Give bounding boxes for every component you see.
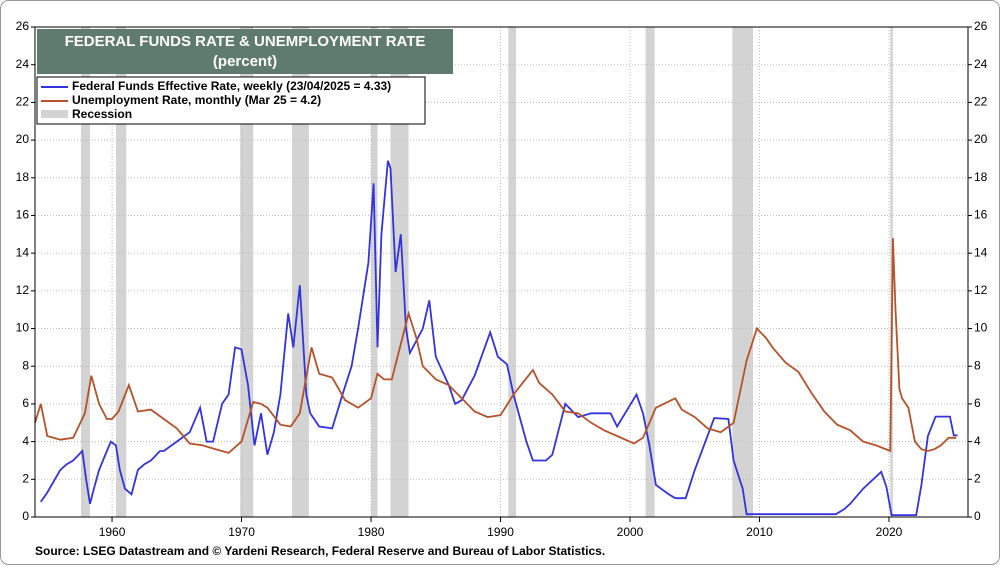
title-box [37,29,453,74]
y-tick-label: 20 [16,132,30,146]
x-tick-label: 1970 [228,525,255,539]
y2-tick-label: 18 [974,170,988,184]
legend-label: Recession [72,107,132,121]
y2-tick-label: 16 [974,208,988,222]
y-tick-label: 16 [16,208,30,222]
y-tick-label: 8 [22,358,29,372]
recession-band [115,27,127,517]
x-tick-label: 2000 [617,525,644,539]
legend [36,76,426,125]
recession-band [645,27,655,517]
y-tick-label: 0 [22,509,29,523]
recession-band [371,27,378,517]
chart-subtitle: (percent) [213,53,277,70]
y-tick-label: 14 [16,245,30,259]
y-tick-label: 12 [16,283,30,297]
x-tick-label: 1980 [358,525,385,539]
recession-band [508,27,517,517]
legend-label: Unemployment Rate, monthly (Mar 25 = 4.2… [72,93,321,107]
y-tick-label: 18 [16,170,30,184]
y-tick-label: 22 [16,95,30,109]
y2-tick-label: 14 [974,245,988,259]
recession-band [732,27,754,517]
y-tick-label: 2 [22,471,29,485]
y2-tick-label: 24 [974,57,988,71]
legend-swatch [41,110,68,118]
y2-tick-label: 8 [974,358,981,372]
recession-band [390,27,409,517]
source-note: Source: LSEG Datastream and © Yardeni Re… [35,544,605,558]
y2-tick-label: 12 [974,283,988,297]
y-tick-label: 24 [16,57,30,71]
y2-tick-label: 2 [974,471,981,485]
plot-frame [34,26,969,518]
plot-area [34,26,968,518]
y2-tick-label: 10 [974,321,988,335]
chart-title: FEDERAL FUNDS RATE & UNEMPLOYMENT RATE [65,33,426,50]
y-tick-label: 10 [16,321,30,335]
x-tick-label: 2020 [876,525,903,539]
x-tick-label: 1960 [99,525,126,539]
series-line [34,238,957,454]
y-tick-label: 6 [22,396,29,410]
recession-band [292,27,309,517]
y2-tick-label: 0 [974,509,981,523]
y2-tick-label: 6 [974,396,981,410]
y2-tick-label: 22 [974,95,988,109]
legend-label: Federal Funds Effective Rate, weekly (23… [72,79,391,93]
x-tick-label: 2010 [746,525,773,539]
recession-band [80,27,91,517]
y-tick-label: 4 [22,434,29,448]
x-tick-label: 1990 [487,525,514,539]
y2-tick-label: 4 [974,434,981,448]
recession-band [240,27,254,517]
y-tick-label: 26 [16,19,30,33]
y2-tick-label: 26 [974,19,988,33]
series-line [40,160,958,516]
y2-tick-label: 20 [974,132,988,146]
